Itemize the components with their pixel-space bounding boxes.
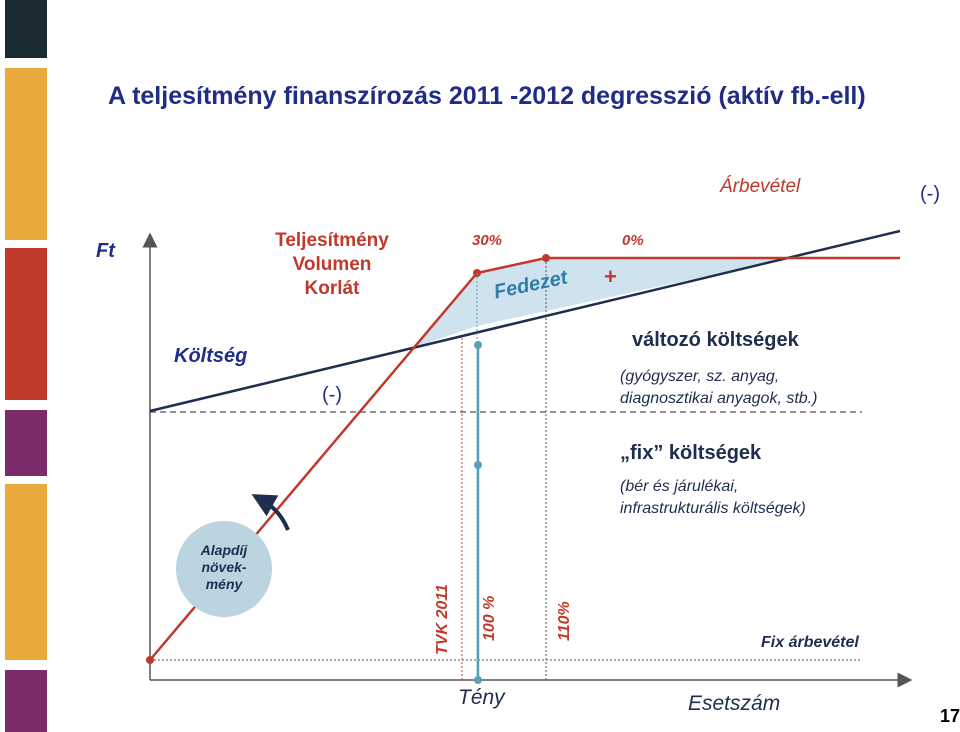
tvk-label: TVK 2011: [434, 584, 451, 655]
teljesitmeny-line-1: Teljesítmény: [275, 230, 389, 251]
fix-detail-line-2: infrastrukturális költségek): [620, 500, 806, 517]
alapdij-bubble: [176, 521, 272, 617]
alapdij-arrow: [251, 494, 290, 531]
pct-100-label: 100 %: [481, 595, 498, 641]
minus-mid-label: (-): [322, 384, 342, 406]
stripe-2: [5, 68, 47, 240]
valtozo-detail: (gyógyszer, sz. anyag, diagnosztikai any…: [620, 366, 817, 410]
cost-line: [149, 229, 901, 413]
koltseg-label: Költség: [174, 345, 248, 367]
fix-label: „fix” költségek: [620, 442, 762, 464]
valtozo-label: változó költségek: [632, 329, 799, 351]
teny-point-bottom: [474, 676, 482, 684]
teljesitmeny-line-3: Korlát: [304, 278, 360, 299]
fix-arbevetel-label: Fix árbevétel: [761, 634, 859, 651]
revenue-start-point: [146, 656, 154, 664]
pct-110-label: 110%: [556, 601, 573, 641]
fix-detail-line-1: (bér és járulékai,: [620, 478, 739, 495]
pct-0-label: 0%: [622, 232, 644, 249]
page-number: 17: [940, 706, 960, 726]
page-title: A teljesítmény finanszírozás 2011 -2012 …: [108, 82, 866, 110]
stripe-1: [5, 0, 47, 58]
teny-point-top: [474, 341, 482, 349]
stripe-3: [5, 248, 47, 400]
ft-label: Ft: [96, 240, 115, 262]
esetszam-label: Esetszám: [688, 692, 781, 715]
revenue-line: [149, 256, 900, 661]
stripe-5: [5, 484, 47, 660]
alapdij-line-2: növek-: [201, 559, 247, 575]
teljesitmeny-label: Teljesítmény Volumen Korlát: [262, 229, 402, 301]
stripe-6: [5, 670, 47, 732]
valtozo-detail-line-1: (gyógyszer, sz. anyag,: [620, 368, 780, 385]
alapdij-line-3: mény: [205, 576, 243, 592]
fedezet-area: [413, 258, 790, 348]
teny-label: Tény: [458, 686, 505, 709]
alapdij-line-1: Alapdíj: [200, 542, 248, 558]
valtozo-detail-line-2: diagnosztikai anyagok, stb.): [620, 390, 818, 407]
arbevetel-label: Árbevétel: [720, 176, 801, 197]
alapdij-label: Alapdíj növek- mény: [184, 542, 264, 593]
teny-point-mid: [474, 461, 482, 469]
teljesitmeny-line-2: Volumen: [292, 254, 372, 275]
minus-top-label: (-): [920, 183, 940, 205]
stripe-4: [5, 410, 47, 476]
fix-detail: (bér és járulékai, infrastrukturális köl…: [620, 476, 806, 520]
pct-30-label: 30%: [472, 232, 503, 249]
plus-label: +: [604, 264, 617, 289]
